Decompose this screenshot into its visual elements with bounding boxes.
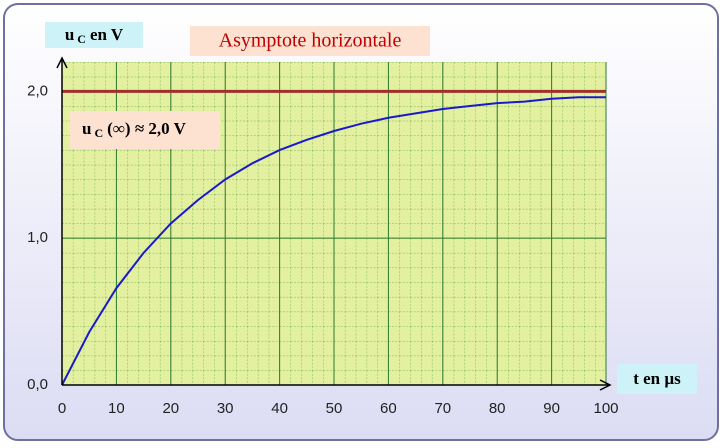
chart-title: Asymptote horizontale [219, 30, 402, 52]
x-arrow [599, 379, 612, 391]
y-label-main: u [65, 25, 74, 44]
annotation: u C (∞) ≈ 2,0 V [82, 119, 187, 140]
y-tick-label: 2,0 [27, 82, 48, 99]
x-tick-label: 100 [593, 400, 618, 417]
x-tick-label: 90 [543, 400, 560, 417]
annotation-box [70, 111, 220, 149]
annotation-sub: C [94, 126, 103, 140]
y-label-sub: C [77, 32, 86, 46]
annotation-rest: (∞) ≈ 2,0 V [107, 119, 186, 138]
x-tick-label: 70 [434, 400, 451, 417]
y-label-rest: en V [90, 25, 124, 44]
x-tick-label: 60 [380, 400, 397, 417]
x-tick-label: 20 [162, 400, 179, 417]
x-tick-label: 10 [108, 400, 125, 417]
curve [61, 96, 606, 386]
y-arrow [56, 56, 68, 69]
y-tick-label: 1,0 [27, 229, 48, 246]
x-tick-label: 40 [271, 400, 288, 417]
x-tick-label: 0 [58, 400, 66, 417]
annotation-main: u [82, 119, 91, 138]
x-tick-label: 30 [217, 400, 234, 417]
y-label-box [45, 22, 143, 48]
title-box [190, 26, 430, 56]
x-label: t en µs [633, 369, 681, 388]
x-label-box [617, 364, 697, 394]
y-tick-label: 0,0 [27, 376, 48, 393]
x-tick-label: 80 [489, 400, 506, 417]
x-tick-label: 50 [326, 400, 343, 417]
